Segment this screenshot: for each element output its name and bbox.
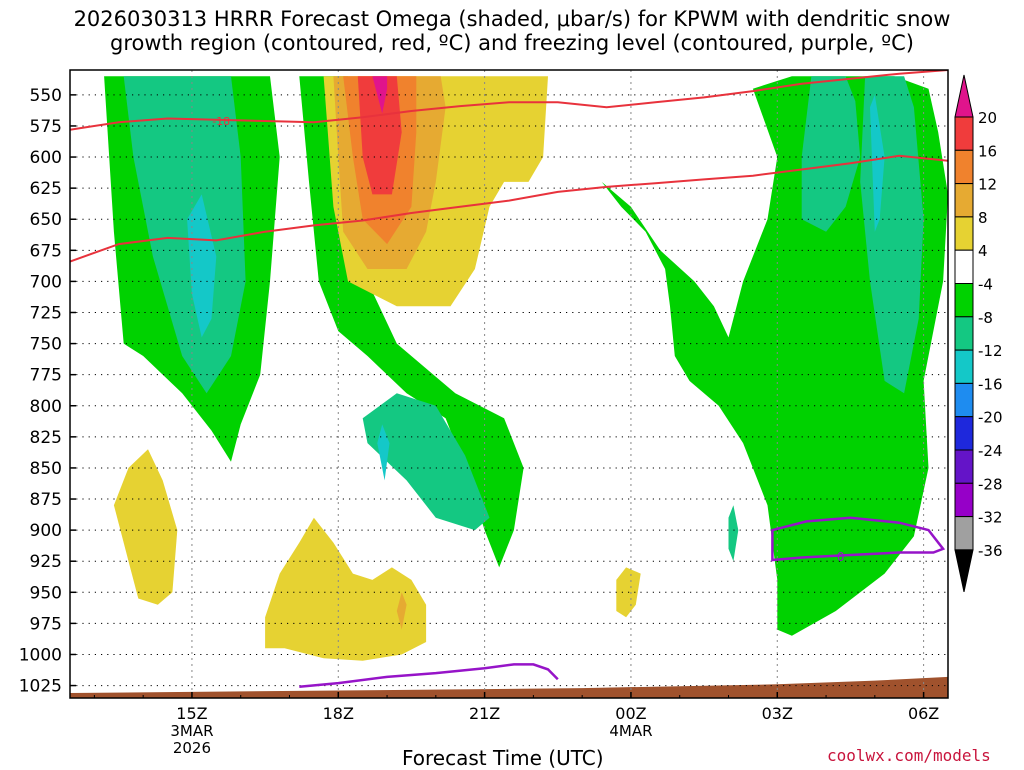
omega-region-1 <box>299 76 524 568</box>
y-tick-label-875: 875 <box>30 490 62 510</box>
colorbar-label: -4 <box>978 276 993 294</box>
omega-region-4 <box>362 393 490 531</box>
chart-title-line2: growth region (contoured, red, ºC) and f… <box>110 31 914 55</box>
chart-title-line1: 2026030313 HRRR Forecast Omega (shaded, … <box>73 7 951 31</box>
colorbar-label: -28 <box>978 475 1003 493</box>
x-date-label-3MAR: 3MAR <box>170 722 213 740</box>
freezing-level-contour-0 <box>299 663 559 689</box>
omega-region-13 <box>357 76 402 195</box>
omega-region-7 <box>187 194 217 338</box>
colorbar-label: -20 <box>978 409 1003 427</box>
omega-region-9 <box>870 94 885 232</box>
colorbar-bin-9 <box>954 382 974 418</box>
omega-region-8 <box>377 424 390 481</box>
colorbar-label: -32 <box>978 509 1003 527</box>
colorbar-label: 16 <box>978 142 997 160</box>
colorbar-label: -36 <box>978 542 1003 560</box>
omega-region-2 <box>601 76 948 636</box>
omega-region-3 <box>123 76 246 394</box>
omega-region-19 <box>728 505 739 562</box>
y-axis: 550 575 600 625 650 675 700 725 750 775 800 825 850 8… <box>19 86 76 697</box>
y-tick-label-800: 800 <box>30 397 62 417</box>
colorbar: 20 16 12 8 4 -4 -8 -12 -16 -20 -24 -28 -32 -36 <box>954 74 1003 593</box>
x-date-label-4MAR: 4MAR <box>609 722 652 740</box>
y-tick-label-575: 575 <box>30 117 62 137</box>
x-axis-title: Forecast Time (UTC) <box>402 746 604 770</box>
colorbar-bin-12 <box>954 482 974 518</box>
colorbar-bin-7 <box>954 316 974 351</box>
freezing-level-contour-1 <box>771 516 946 562</box>
colorbar-bin-8 <box>954 349 974 384</box>
colorbar-label: 4 <box>978 242 988 260</box>
colorbar-bin-6 <box>954 283 974 318</box>
colorbar-top-arrow <box>954 74 974 118</box>
x-tick-label-06Z: 06Z <box>908 704 939 723</box>
colorbar-label: -16 <box>978 375 1003 393</box>
colorbar-bin-1 <box>954 116 974 151</box>
colorbar-bin-2 <box>954 149 974 185</box>
omega-region-15 <box>113 449 178 605</box>
y-tick-label-825: 825 <box>30 428 62 448</box>
y-tick-label-650: 650 <box>30 210 62 230</box>
x-tick-label-00Z: 00Z <box>615 704 646 723</box>
omega-region-5 <box>801 76 861 232</box>
y-tick-label-700: 700 <box>30 272 62 292</box>
dgz-contour-0 <box>70 70 948 131</box>
colorbar-bin-4 <box>954 216 974 251</box>
y-tick-label-1025: 1025 <box>19 677 62 697</box>
omega-region-17 <box>396 592 407 630</box>
colorbar-bin-10 <box>954 416 974 451</box>
colorbar-label: -24 <box>978 442 1003 460</box>
dgz-contour-1 <box>70 154 948 263</box>
y-tick-label-725: 725 <box>30 303 62 323</box>
x-tick-label-15Z: 15Z <box>176 704 207 723</box>
x-tick-label-18Z: 18Z <box>323 704 354 723</box>
y-tick-label-1000: 1000 <box>19 645 62 665</box>
dgz-contour-label: -18 <box>212 115 230 128</box>
y-tick-label-975: 975 <box>30 614 62 634</box>
colorbar-label: 20 <box>978 109 997 127</box>
y-tick-label-950: 950 <box>30 583 62 603</box>
y-tick-label-750: 750 <box>30 335 62 355</box>
y-tick-label-550: 550 <box>30 86 62 106</box>
y-tick-label-775: 775 <box>30 366 62 386</box>
contour-layer: -18 0 <box>70 70 948 689</box>
colorbar-bin-3 <box>954 183 974 218</box>
y-tick-label-850: 850 <box>30 459 62 479</box>
omega-region-14 <box>372 76 388 114</box>
y-tick-label-900: 900 <box>30 521 62 541</box>
y-tick-label-675: 675 <box>30 241 62 261</box>
watermark-text: coolwx.com/models <box>827 746 991 765</box>
plot-frame <box>69 69 949 699</box>
omega-region-16 <box>265 517 427 661</box>
y-tick-label-925: 925 <box>30 552 62 572</box>
omega-shading-layer <box>70 76 948 698</box>
colorbar-bin-11 <box>954 449 974 484</box>
x-tick-label-03Z: 03Z <box>762 704 793 723</box>
x-tick-label-21Z: 21Z <box>469 704 500 723</box>
colorbar-label: -8 <box>978 309 993 327</box>
ground-surface <box>70 676 948 698</box>
y-tick-label-600: 600 <box>30 148 62 168</box>
freezing-level-label: 0 <box>837 550 845 564</box>
y-tick-label-625: 625 <box>30 179 62 199</box>
colorbar-bottom-arrow <box>954 549 974 593</box>
colorbar-label: 8 <box>978 209 988 227</box>
colorbar-bin-5 <box>954 249 974 284</box>
grid-layer <box>70 70 948 698</box>
colorbar-label: 12 <box>978 176 997 194</box>
colorbar-label: -12 <box>978 342 1003 360</box>
x-year-label: 2026 <box>173 739 211 757</box>
colorbar-bin-13 <box>954 516 974 551</box>
